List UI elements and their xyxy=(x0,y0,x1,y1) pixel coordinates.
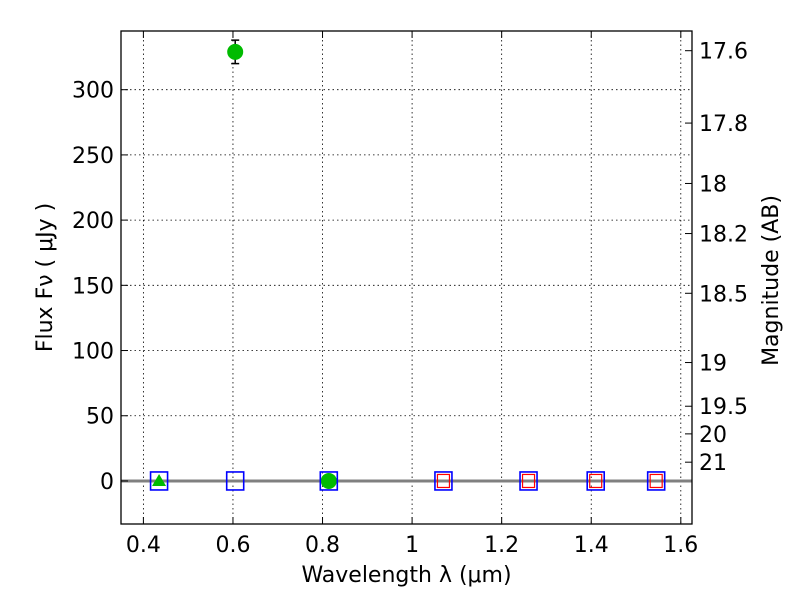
data-point-square-blue xyxy=(225,471,245,491)
y2-tick-label: 18.2 xyxy=(699,223,748,248)
y-tick-label: 300 xyxy=(72,79,114,104)
y2-tick-label: 21 xyxy=(699,451,727,476)
axis-ticks: 0.4 0.6 0.8 1 1.2 1.4 1.6 0 50 100 150 200 250 300 17.… xyxy=(72,31,748,558)
y2-tick-label: 17.6 xyxy=(699,40,748,65)
y2-tick-label: 19.5 xyxy=(699,395,748,420)
data-point-circle xyxy=(227,43,244,60)
y-tick-label: 150 xyxy=(72,274,114,299)
x-tick-label: 0.8 xyxy=(305,533,340,558)
data-point-circle xyxy=(320,472,337,489)
data-point-square-blue xyxy=(519,471,538,491)
plot-frame xyxy=(120,30,693,525)
x-tick-label: 0.4 xyxy=(126,533,161,558)
x-tick-label: 1.6 xyxy=(663,533,698,558)
y-tick-label: 0 xyxy=(100,470,114,495)
data-point-square-red xyxy=(649,473,663,489)
y-tick-label: 200 xyxy=(72,209,114,234)
y-tick-label: 50 xyxy=(86,405,114,430)
data-point-square-blue xyxy=(586,471,606,491)
data-point-triangle xyxy=(152,473,167,486)
x-tick-label: 1.2 xyxy=(484,533,519,558)
data-point-square-blue xyxy=(434,471,453,491)
data-point-square-blue xyxy=(149,471,169,491)
y-tick-label: 250 xyxy=(72,144,114,169)
grid xyxy=(121,31,692,524)
y2-tick-label: 18 xyxy=(699,172,727,197)
x-tick-label: 0.6 xyxy=(215,533,250,558)
x-axis-label: Wavelength λ (μm) xyxy=(301,563,511,588)
y2-tick-label: 19 xyxy=(699,352,727,377)
y2-tick-label: 20 xyxy=(699,423,727,448)
data-point-square-red xyxy=(521,473,536,489)
data-marks xyxy=(149,39,666,491)
data-point-square-red xyxy=(436,473,451,489)
data-point-square-blue xyxy=(646,471,666,491)
data-point-square-red xyxy=(589,473,603,489)
y-axis-label: Flux Fν ( μJy ) xyxy=(33,203,58,352)
y-tick-label: 100 xyxy=(72,340,114,365)
x-tick-label: 1.4 xyxy=(574,533,609,558)
y2-tick-label: 17.8 xyxy=(699,112,748,137)
x-tick-label: 1 xyxy=(405,533,419,558)
data-point-square-blue xyxy=(319,471,339,491)
y2-axis-label: Magnitude (AB) xyxy=(759,195,784,366)
y2-tick-label: 18.5 xyxy=(699,282,748,307)
